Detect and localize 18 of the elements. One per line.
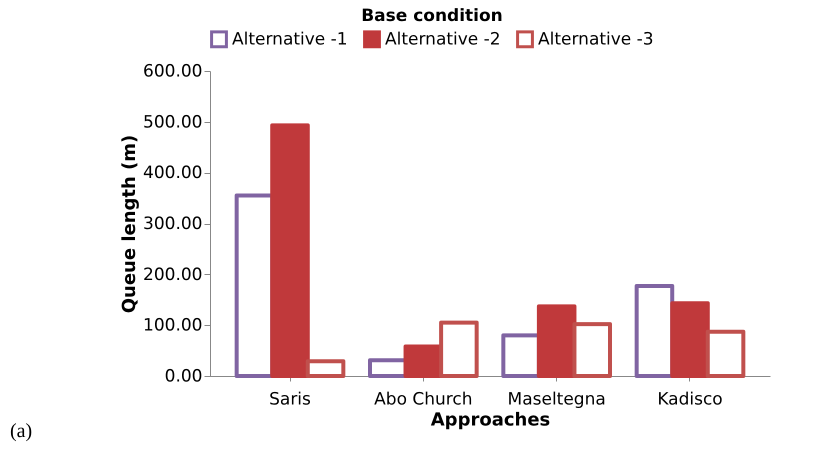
legend-label: Alternative -3 [538,29,654,50]
x-tick-label: Kadisco [657,390,723,410]
legend-label: Alternative -2 [385,29,501,50]
x-axis-title: Approaches [430,410,550,430]
x-tick-label: Abo Church [374,390,473,410]
y-tick-label: 100.00 [143,316,202,336]
text: (a) [10,420,32,442]
y-tick-label: 400.00 [143,163,202,184]
y-tick-label: 0.00 [164,366,202,386]
y-tick-label: 300.00 [143,214,202,234]
x-tick-label: Saris [269,390,312,410]
x-tick-label: Maseltegna [508,390,606,410]
y-tick-label: 500.00 [143,112,202,132]
legend-label: Alternative -1 [232,29,348,50]
y-tick-label: 600.00 [143,62,202,82]
y-tick-label: 200.00 [143,264,202,285]
y-axis-title: Queue length (m) [119,134,140,314]
legend-title: Base condition [361,6,503,26]
